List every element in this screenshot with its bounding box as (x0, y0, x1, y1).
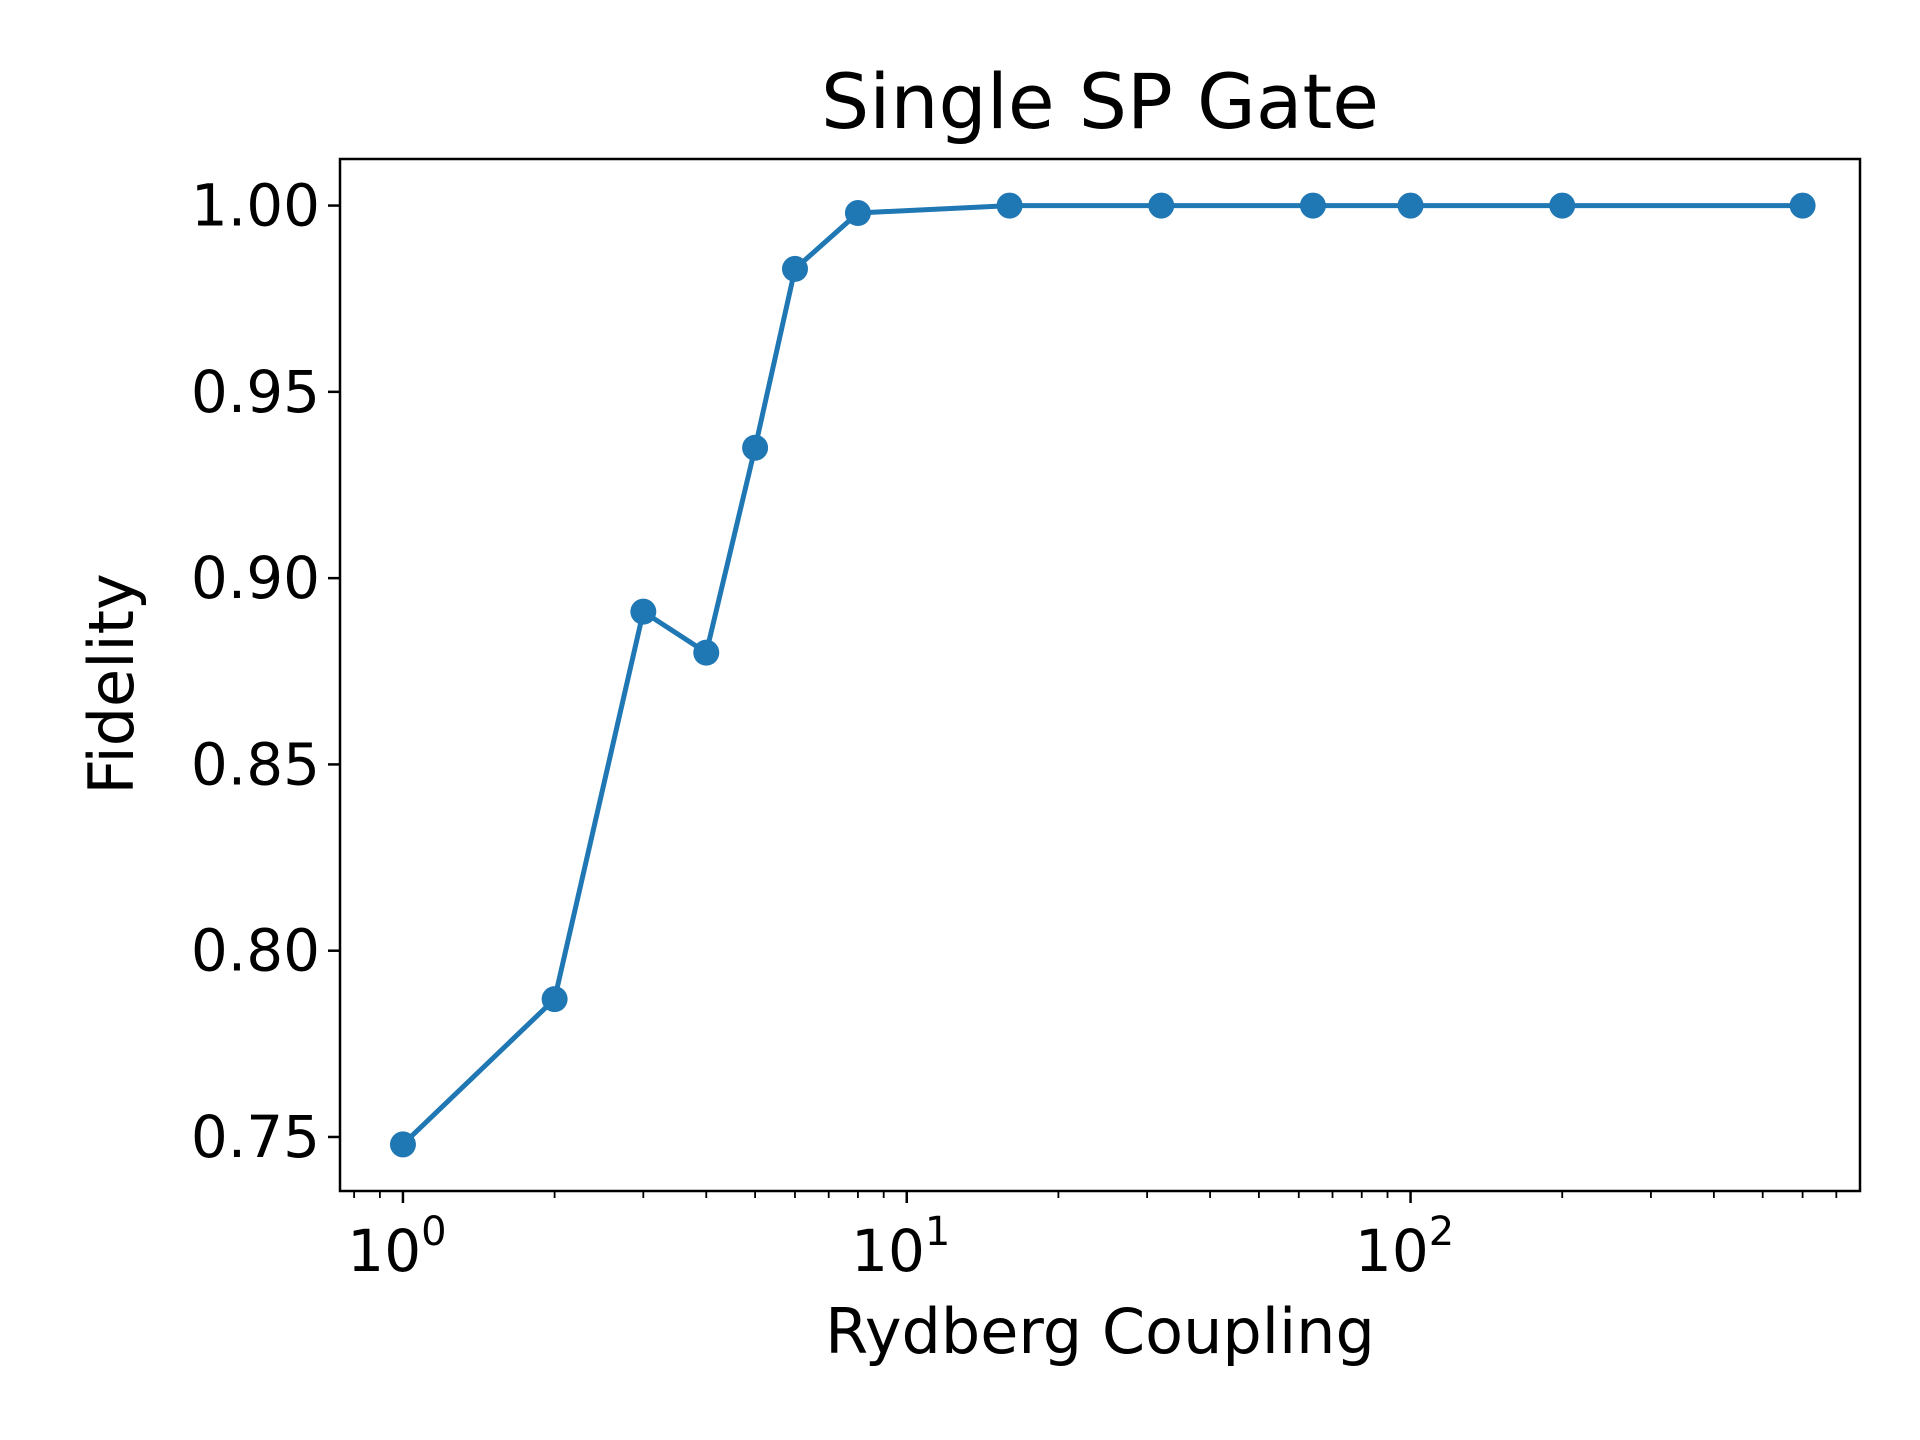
data-point (1299, 192, 1326, 219)
data-point (1549, 192, 1576, 219)
y-axis-label: Fidelity (75, 573, 148, 794)
data-point (630, 598, 657, 625)
x-tick-label: 100 (347, 1209, 446, 1285)
x-tick-label: 101 (851, 1209, 950, 1285)
y-tick-label: 0.85 (191, 730, 320, 798)
y-tick-label: 0.80 (191, 917, 320, 985)
y-tick-label: 0.95 (191, 358, 320, 426)
x-axis-label: Rydberg Coupling (825, 1295, 1375, 1368)
x-tick-exponent: 0 (421, 1209, 446, 1255)
x-tick-label: 102 (1355, 1209, 1454, 1285)
x-tick-base: 10 (1355, 1217, 1429, 1285)
data-point (1789, 192, 1816, 219)
data-point (742, 434, 769, 461)
x-tick-base: 10 (851, 1217, 925, 1285)
data-series (389, 192, 1816, 1158)
plot-area-frame (338, 157, 1862, 1193)
data-point (996, 192, 1023, 219)
chart-title: Single SP Gate (821, 57, 1379, 146)
y-tick-label: 1.00 (191, 172, 320, 240)
y-tick-label: 0.90 (191, 544, 320, 612)
data-point (389, 1131, 416, 1158)
data-point (781, 255, 808, 282)
y-tick-label: 0.75 (191, 1103, 320, 1171)
data-point (844, 200, 871, 227)
x-tick-base: 10 (347, 1217, 421, 1285)
data-point (1397, 192, 1424, 219)
data-point (1148, 192, 1175, 219)
x-tick-exponent: 1 (925, 1209, 950, 1255)
data-point (693, 639, 720, 666)
data-point (541, 986, 568, 1013)
x-tick-exponent: 2 (1429, 1209, 1454, 1255)
